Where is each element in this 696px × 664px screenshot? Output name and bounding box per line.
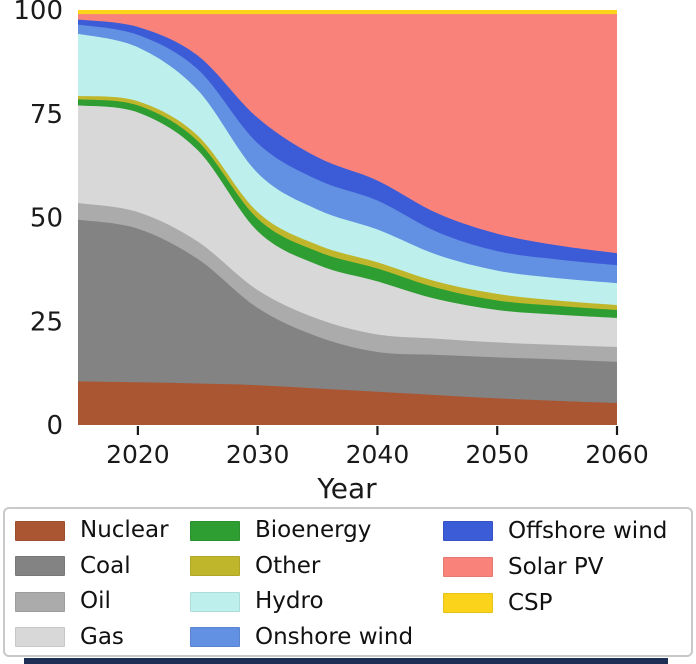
x-tick-label: 2050 [465,440,529,469]
x-tick-label: 2060 [585,440,649,469]
legend-swatch-nuclear [15,520,65,541]
legend-item-gas: Gas [15,620,190,656]
legend-swatch-hydro [190,591,240,612]
y-axis-tick-labels: 0 25 50 75 100 [13,0,63,441]
legend-item-csp: CSP [443,585,691,621]
legend-label: Other [255,552,321,579]
legend-swatch-other [190,556,240,577]
legend-label: Onshore wind [255,623,414,650]
legend-swatch-offshore-wind [443,521,493,541]
y-tick-label: 0 [46,411,63,441]
y-tick-label: 25 [30,307,63,337]
legend-item-coal: Coal [15,549,190,585]
legend-swatch-coal [15,556,65,577]
x-axis-ticks [136,426,619,435]
legend-swatch-solar-pv [443,557,493,577]
legend-item-nuclear: Nuclear [15,513,190,549]
legend-label: Hydro [255,588,324,615]
y-tick-label: 50 [30,204,63,234]
bottom-cropped-panel-edge [24,658,668,664]
x-tick-label: 2040 [346,440,410,469]
x-axis-title: Year [316,472,377,505]
legend-swatch-onshore-wind [190,627,240,648]
area-nuclear [78,381,617,425]
legend-item-onshore-wind: Onshore wind [190,620,443,656]
legend-label: CSP [508,589,553,616]
legend-label: Oil [80,588,111,615]
legend-item-oil: Oil [15,584,190,620]
legend-swatch-oil [15,591,65,612]
legend-label: Solar PV [508,553,604,580]
legend-item-other: Other [190,549,443,585]
legend-column: Nuclear Coal Oil Gas [15,513,190,655]
legend-label: Nuclear [80,517,169,544]
legend-item-bioenergy: Bioenergy [190,513,443,549]
legend-label: Gas [80,623,124,650]
y-tick-label: 100 [13,0,63,26]
legend-item-offshore-wind: Offshore wind [443,513,691,549]
legend-label: Offshore wind [508,517,668,544]
legend-label: Bioenergy [255,517,372,544]
legend-swatch-bioenergy [190,520,240,541]
legend-label: Coal [80,552,131,579]
area-layers [78,10,617,426]
x-tick-label: 2030 [226,440,290,469]
chart-legend: Nuclear Coal Oil Gas Bioenergy Other Hydro Onsh… [3,507,693,657]
x-tick-label: 2020 [106,440,170,469]
legend-swatch-csp [443,593,493,613]
legend-column: Bioenergy Other Hydro Onshore wind [190,513,443,655]
area-coal [78,219,617,425]
legend-item-hydro: Hydro [190,584,443,620]
y-tick-label: 75 [30,100,63,130]
x-axis-tick-labels: 2020 2030 2040 2050 2060 [106,440,649,469]
legend-swatch-gas [15,627,65,648]
stacked-area-chart: 2020 2030 2040 2050 2060 0 25 50 75 100 Year [13,0,649,505]
legend-item-solar-pv: Solar PV [443,549,691,585]
legend-column: Offshore wind Solar PV CSP [443,513,691,655]
